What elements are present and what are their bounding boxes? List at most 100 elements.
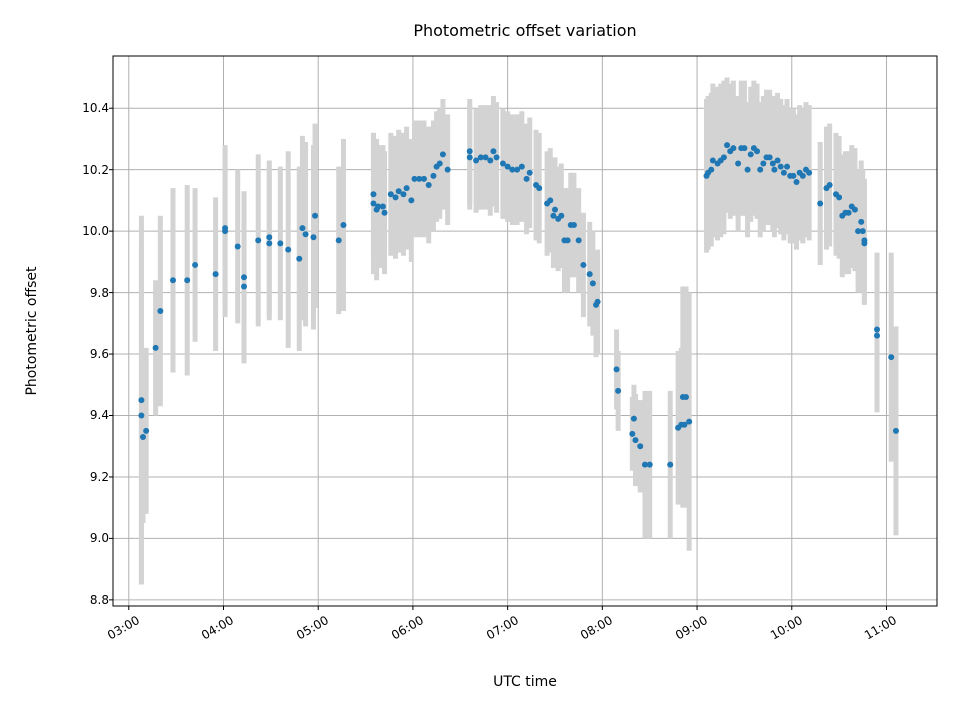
- data-point: [493, 154, 500, 161]
- data-point: [667, 461, 674, 468]
- data-point: [771, 166, 778, 173]
- data-point: [477, 154, 484, 161]
- data-point: [760, 160, 767, 167]
- data-point: [769, 160, 776, 167]
- data-point: [222, 225, 229, 232]
- data-point: [859, 228, 866, 235]
- data-point: [411, 175, 418, 182]
- data-point: [558, 212, 565, 219]
- data-point: [255, 237, 262, 244]
- data-point: [466, 148, 473, 155]
- data-point: [157, 308, 164, 315]
- data-point: [630, 415, 637, 422]
- data-point: [335, 237, 342, 244]
- data-point: [212, 271, 219, 278]
- data-point: [420, 175, 427, 182]
- data-point: [744, 166, 751, 173]
- data-point: [392, 194, 399, 201]
- data-point: [425, 182, 432, 189]
- data-point: [379, 203, 386, 210]
- data-point: [266, 240, 273, 247]
- data-point: [487, 157, 494, 164]
- data-point: [340, 221, 347, 228]
- data-point: [892, 427, 899, 434]
- data-point: [436, 160, 443, 167]
- data-point: [708, 166, 715, 173]
- data-point: [724, 142, 731, 149]
- data-point: [741, 145, 748, 152]
- data-point: [169, 277, 176, 284]
- data-point: [523, 175, 530, 182]
- x-axis-label: UTC time: [493, 674, 557, 690]
- data-point: [550, 212, 557, 219]
- data-point: [589, 280, 596, 287]
- data-point: [416, 175, 423, 182]
- data-point: [277, 240, 284, 247]
- data-point: [826, 182, 833, 189]
- axis-ticks: [109, 107, 887, 610]
- data-point: [138, 397, 145, 404]
- data-point: [780, 169, 787, 176]
- data-point: [400, 191, 407, 198]
- y-tick-label: 10.4: [82, 101, 109, 116]
- data-point: [296, 255, 303, 262]
- data-point: [793, 178, 800, 185]
- data-point: [439, 151, 446, 158]
- data-point: [747, 151, 754, 158]
- data-point: [430, 172, 437, 179]
- data-point: [754, 148, 761, 155]
- y-tick-label: 9.2: [89, 469, 109, 484]
- data-point: [855, 228, 862, 235]
- data-point: [845, 209, 852, 216]
- data-point: [615, 387, 622, 394]
- data-point: [777, 163, 784, 170]
- data-point: [310, 234, 317, 241]
- data-points: [138, 142, 899, 468]
- data-point: [594, 298, 601, 305]
- data-point: [312, 212, 319, 219]
- y-tick-label: 10.2: [82, 162, 109, 177]
- data-point: [466, 154, 473, 161]
- data-point: [720, 154, 727, 161]
- error-bars: [138, 77, 899, 585]
- data-point: [888, 354, 895, 361]
- data-point: [613, 366, 620, 373]
- data-point: [241, 283, 248, 290]
- data-point: [395, 188, 402, 195]
- data-point: [514, 166, 521, 173]
- data-point: [790, 172, 797, 179]
- data-point: [387, 191, 394, 198]
- data-point: [637, 443, 644, 450]
- data-point: [370, 191, 377, 198]
- data-point: [551, 206, 558, 213]
- data-point: [730, 145, 737, 152]
- data-point: [152, 344, 159, 351]
- data-point: [632, 437, 639, 444]
- data-point: [874, 326, 881, 333]
- data-point: [806, 169, 813, 176]
- data-point: [285, 246, 292, 253]
- data-point: [570, 221, 577, 228]
- data-point: [686, 418, 693, 425]
- data-point: [403, 185, 410, 192]
- data-point: [861, 240, 868, 247]
- data-point: [851, 206, 858, 213]
- data-point: [817, 200, 824, 207]
- data-point: [547, 197, 554, 204]
- data-point: [143, 427, 150, 434]
- y-tick-label: 9.8: [89, 285, 109, 300]
- data-point: [192, 261, 199, 268]
- data-point: [482, 154, 489, 161]
- data-point: [757, 166, 764, 173]
- data-point: [444, 166, 451, 173]
- data-point: [184, 277, 191, 284]
- data-point: [629, 430, 636, 437]
- data-point: [646, 461, 653, 468]
- data-point: [836, 194, 843, 201]
- data-point: [299, 225, 306, 232]
- y-tick-label: 8.8: [89, 592, 109, 607]
- data-point: [564, 237, 571, 244]
- data-point: [499, 160, 506, 167]
- data-point: [575, 237, 582, 244]
